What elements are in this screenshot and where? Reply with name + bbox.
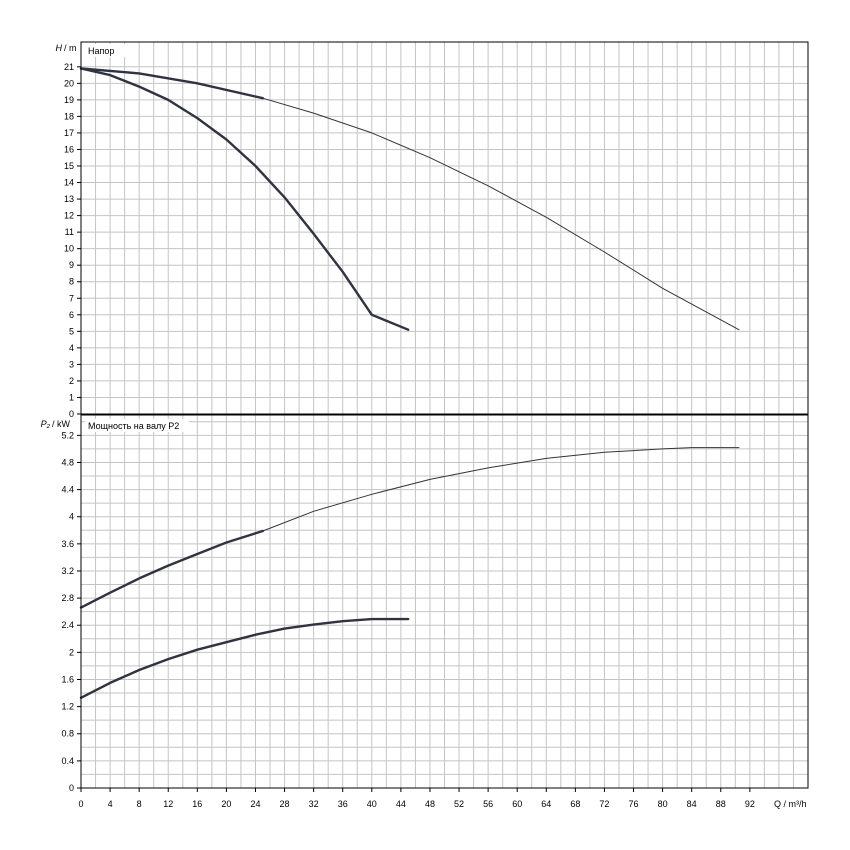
head-ytick-label: 0 [69, 409, 74, 419]
power-ytick-label: 3.6 [61, 539, 74, 549]
x-tick-label: 36 [338, 799, 348, 809]
power-ytick-label: 2.8 [61, 593, 74, 603]
head-ytick-label: 9 [69, 260, 74, 270]
x-tick-label: 4 [108, 799, 113, 809]
head-ytick-label: 1 [69, 392, 74, 402]
power-ytick-label: 1.2 [61, 702, 74, 712]
x-tick-label: 56 [483, 799, 493, 809]
head-ytick-label: 19 [64, 95, 74, 105]
head-ytick-label: 6 [69, 310, 74, 320]
power-ytick-label: 1.6 [61, 674, 74, 684]
head-ytick-label: 12 [64, 211, 74, 221]
power-ytick-label: 2 [69, 647, 74, 657]
power-ylabel-symbol: P₂ [41, 419, 51, 429]
head-ytick-label: 3 [69, 359, 74, 369]
x-tick-label: 80 [658, 799, 668, 809]
x-tick-label: 20 [221, 799, 231, 809]
head-ytick-label: 5 [69, 326, 74, 336]
head-ytick-label: 4 [69, 343, 74, 353]
x-tick-label: 24 [250, 799, 260, 809]
head-panel-title: Напор [88, 46, 114, 56]
x-tick-label: 12 [163, 799, 173, 809]
power-plot-frame [80, 414, 809, 789]
x-tick-label: 76 [629, 799, 639, 809]
power-ytick-label: 4 [69, 512, 74, 522]
x-tick-label: 0 [78, 799, 83, 809]
x-tick-label: 28 [280, 799, 290, 809]
power-ytick-label: 4.4 [61, 485, 74, 495]
power-ytick-label: 4.8 [61, 457, 74, 467]
x-tick-label: 88 [716, 799, 726, 809]
power-ylabel-unit: / kW [52, 419, 71, 429]
head-ytick-label: 11 [65, 227, 74, 237]
head-series-2 [262, 97, 740, 331]
grid [81, 42, 808, 788]
head-ytick-label: 18 [64, 111, 74, 121]
x-tick-label: 8 [137, 799, 142, 809]
head-ytick-label: 21 [64, 62, 74, 72]
x-tick-label: 16 [192, 799, 202, 809]
head-ytick-label: 13 [64, 194, 74, 204]
head-ytick-label: 8 [69, 277, 74, 287]
head-ylabel-symbol: H [56, 43, 63, 53]
head-ylabel-unit: / m [64, 43, 77, 53]
axis-ticks: 012345678910111213141516171819202100.40.… [61, 62, 754, 809]
head-ytick-label: 14 [64, 178, 74, 188]
head-ytick-label: 20 [64, 78, 74, 88]
x-tick-label: 72 [599, 799, 609, 809]
x-tick-label: 40 [367, 799, 377, 809]
x-tick-label: 48 [425, 799, 435, 809]
x-tick-label: 32 [309, 799, 319, 809]
head-series-1 [79, 67, 264, 100]
head-ytick-label: 17 [64, 128, 74, 138]
power-series-2 [262, 447, 740, 532]
x-axis-label: Q / m³/h [774, 799, 807, 809]
power-ytick-label: 3.2 [61, 566, 74, 576]
head-ytick-label: 7 [69, 293, 74, 303]
head-plot-frame [80, 41, 809, 415]
power-ytick-label: 0.4 [61, 756, 74, 766]
x-tick-label: 92 [745, 799, 755, 809]
x-tick-label: 84 [687, 799, 697, 809]
series [79, 67, 740, 699]
x-tick-label: 44 [396, 799, 406, 809]
power-ytick-label: 2.4 [61, 620, 74, 630]
power-title-bg [85, 419, 189, 432]
head-series-0 [79, 67, 410, 331]
power-series-0 [79, 617, 410, 699]
power-ytick-label: 0.8 [61, 729, 74, 739]
plot-frame [80, 41, 809, 789]
head-title-bg [85, 44, 133, 57]
x-tick-label: 64 [541, 799, 551, 809]
power-ytick-label: 5.2 [61, 430, 74, 440]
head-ytick-label: 10 [64, 244, 74, 254]
power-series-1 [79, 529, 264, 609]
power-ytick-label: 0 [69, 783, 74, 793]
x-tick-label: 60 [512, 799, 522, 809]
head-ytick-label: 16 [64, 144, 74, 154]
x-tick-label: 52 [454, 799, 464, 809]
head-ytick-label: 2 [69, 376, 74, 386]
x-tick-label: 68 [570, 799, 580, 809]
power-panel-title: Мощность на валу P2 [88, 421, 179, 431]
head-ytick-label: 15 [64, 161, 74, 171]
